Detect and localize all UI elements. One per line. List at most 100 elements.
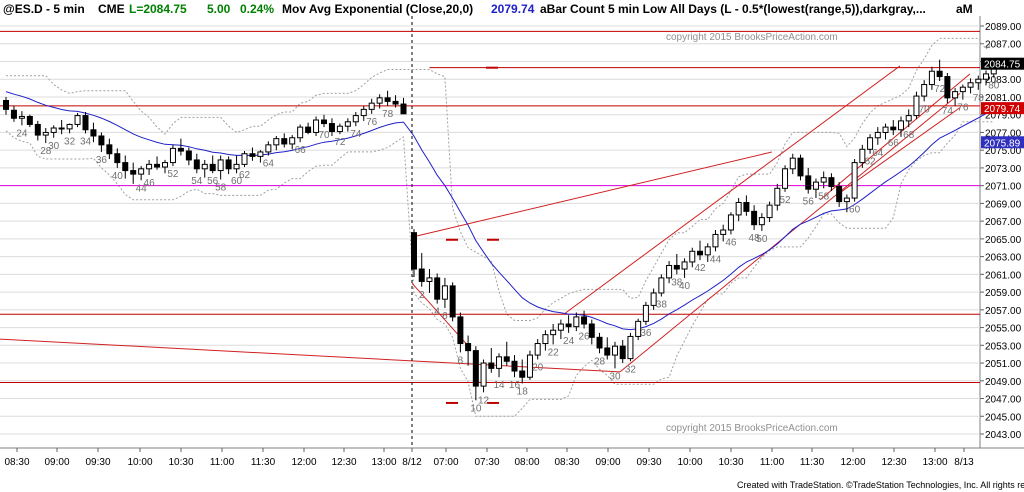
candle-body [18, 115, 25, 119]
bar-count-label: 60 [849, 205, 861, 216]
price-tick-label: 2089.00 [985, 22, 1022, 33]
candle-body [650, 292, 657, 306]
bar-count-label: 46 [144, 178, 156, 189]
bar-count-label: 68 [903, 130, 915, 141]
candle-body [952, 91, 959, 99]
bar-count-label: 30 [609, 371, 621, 382]
price-tick-label: 2051.00 [985, 359, 1022, 370]
price-label-text: 2079.74 [984, 104, 1021, 115]
bar-count-label: 76 [366, 117, 378, 128]
candle-body [859, 148, 866, 164]
candle-body [305, 126, 312, 133]
candle-body [82, 115, 89, 131]
header-study1-value: 2079.74 [491, 2, 535, 16]
candle-body [185, 150, 192, 161]
bar-count-label: 56 [207, 176, 219, 187]
candle-body [874, 131, 881, 139]
candle-body [368, 102, 375, 110]
candle-body [106, 144, 113, 155]
candle-body [503, 356, 510, 362]
candle-body [241, 153, 248, 165]
bar-count-label: 4 [434, 307, 440, 318]
price-tick-label: 2081.00 [985, 93, 1022, 104]
price-tick-label: 2063.00 [985, 253, 1022, 264]
header-last: L=2084.75 [129, 2, 187, 16]
price-tick-label: 2057.00 [985, 306, 1022, 317]
candle-body [627, 335, 634, 360]
candle-body [944, 76, 951, 99]
price-tick-label: 2073.00 [985, 164, 1022, 175]
candle-body [122, 162, 129, 172]
trend-line [519, 366, 621, 373]
price-axis-ticks: 2089.002087.002085.002083.002081.002079.… [980, 22, 1022, 441]
candle-body [619, 345, 626, 360]
candle-body [400, 103, 407, 115]
candle-body [983, 73, 990, 80]
candle-body [959, 86, 966, 93]
footer-credit: Created with TradeStation. ©TradeStation… [737, 480, 1024, 490]
time-tick-label: 8/12 [402, 457, 422, 468]
time-tick-label: 13:00 [371, 457, 396, 468]
bar-count-label: 46 [725, 237, 737, 248]
price-tick-label: 2075.00 [985, 146, 1022, 157]
candle-body [611, 345, 618, 356]
candle-body [26, 115, 33, 125]
bar-count-label: 38 [671, 277, 683, 288]
time-tick-label: 09:30 [85, 457, 110, 468]
bar-count-label: 16 [509, 380, 521, 391]
header-study1: Mov Avg Exponential (Close,20,0) [282, 2, 473, 16]
time-tick-label: 07:00 [433, 457, 458, 468]
candle-body [130, 170, 137, 175]
bar-count-bands [5, 37, 995, 417]
candle-body [697, 250, 704, 256]
candle-body [3, 100, 9, 110]
candle-body [581, 316, 588, 325]
candle-body [658, 277, 665, 294]
time-tick-label: 11:30 [251, 457, 276, 468]
bar-count-label: 28 [40, 146, 52, 157]
candle-body [50, 127, 57, 133]
trend-line [411, 151, 773, 238]
candle-body [193, 159, 200, 170]
bar-count-label: 72 [934, 84, 946, 95]
candle-body [681, 261, 688, 270]
header-change: 5.00 [207, 2, 231, 16]
bar-count-label: 44 [710, 254, 722, 265]
trend-line [0, 338, 521, 368]
candle-body [273, 138, 280, 146]
candle-body [488, 362, 495, 369]
time-tick-label: 09:00 [595, 457, 620, 468]
bar-count-label: 24 [16, 128, 28, 139]
candle-body [766, 204, 773, 219]
candle-body [360, 108, 367, 117]
candle-body [751, 210, 758, 226]
candle-body [805, 175, 812, 190]
candle-body [281, 138, 288, 145]
trend-line [839, 107, 961, 194]
candle-body [480, 362, 487, 387]
candle-body [321, 119, 327, 125]
candle-body [782, 168, 789, 189]
candle-body [642, 304, 649, 322]
candle-body [666, 264, 673, 279]
bar-count-label: 36 [96, 155, 108, 166]
candle-body [472, 350, 479, 387]
candle-body [588, 323, 595, 338]
candle-body [441, 285, 448, 300]
bar-count-label: 22 [548, 347, 560, 358]
time-tick-label: 09:00 [44, 457, 69, 468]
candle-body [743, 202, 750, 212]
candle-body [843, 197, 850, 203]
candle-body [573, 316, 580, 328]
candle-body [812, 181, 819, 190]
bar-count-label: 42 [694, 263, 706, 274]
header-bar [0, 0, 1024, 16]
price-tick-label: 2071.00 [985, 182, 1022, 193]
candle-body [289, 137, 296, 145]
price-label-text: 2075.89 [984, 138, 1021, 149]
candle-body [890, 126, 897, 131]
bar-count-label: 70 [919, 104, 931, 115]
candle-body [328, 123, 335, 133]
candle-body [426, 277, 433, 282]
watermark-bottom: copyright 2015 BrooksPriceAction.com [666, 423, 838, 434]
